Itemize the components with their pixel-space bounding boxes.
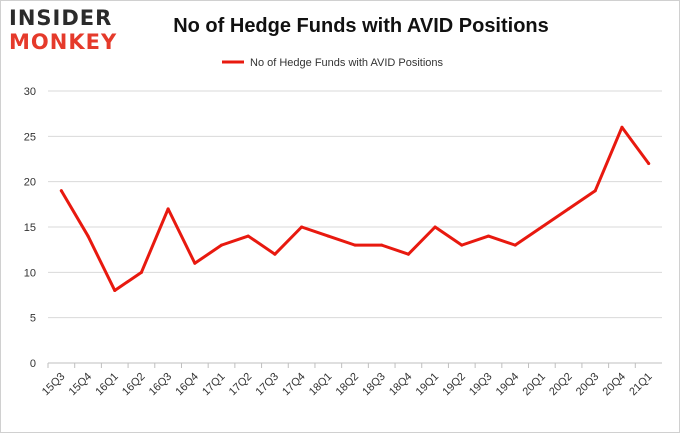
data-point [433, 225, 437, 229]
y-tick-label: 10 [24, 267, 36, 279]
x-tick-label: 17Q3 [254, 371, 282, 399]
data-point [593, 189, 597, 193]
x-tick-label: 18Q1 [307, 371, 335, 399]
data-point [353, 243, 357, 247]
insider-monkey-logo: INSIDER MONKEY [9, 7, 131, 57]
y-tick-label: 30 [24, 86, 36, 98]
y-tick-label: 20 [24, 177, 36, 189]
data-point [166, 207, 170, 211]
x-tick-label: 20Q4 [601, 371, 629, 399]
chart-title: No of Hedge Funds with AVID Positions [173, 15, 549, 37]
data-point [486, 234, 490, 238]
data-point [513, 243, 517, 247]
data-point [246, 234, 250, 238]
x-tick-label: 16Q2 [120, 371, 148, 399]
x-tick-label: 19Q2 [440, 371, 468, 399]
x-tick-label: 17Q1 [200, 371, 228, 399]
y-tick-label: 0 [30, 358, 36, 370]
data-point [300, 225, 304, 229]
x-tick-label: 20Q2 [547, 371, 575, 399]
x-tick-label: 16Q3 [147, 371, 175, 399]
data-point [193, 261, 197, 265]
x-tick-label: 21Q1 [627, 371, 655, 399]
y-axis-ticks: 0 5 10 15 20 25 30 [24, 86, 36, 370]
y-tick-label: 5 [30, 313, 36, 325]
x-tick-label: 17Q2 [227, 371, 255, 399]
x-tick-label: 17Q4 [280, 371, 308, 399]
gridlines [48, 90, 662, 319]
data-point [113, 288, 117, 292]
x-tick-label: 20Q1 [520, 371, 548, 399]
x-tick-label: 18Q4 [387, 371, 415, 399]
x-tick-label: 20Q3 [574, 371, 602, 399]
x-tick-label: 16Q4 [173, 371, 201, 399]
data-point [620, 125, 624, 129]
y-tick-label: 15 [24, 222, 36, 234]
data-point [406, 252, 410, 256]
logo-line-2: MONKEY [9, 30, 118, 54]
y-tick-label: 25 [24, 131, 36, 143]
x-tick-label: 19Q4 [494, 371, 522, 399]
legend: No of Hedge Funds with AVID Positions [222, 57, 444, 69]
data-point [567, 207, 571, 211]
data-point [540, 225, 544, 229]
x-axis-ticks: 15Q3 15Q4 16Q1 16Q2 16Q3 16Q4 17Q1 17Q2 17Q3 17Q4… [40, 363, 655, 398]
data-point [220, 243, 224, 247]
series-line [59, 125, 651, 292]
data-point [460, 243, 464, 247]
x-tick-label: 15Q4 [67, 371, 95, 399]
x-tick-label: 19Q3 [467, 371, 495, 399]
data-point [647, 162, 651, 166]
series-group [59, 125, 651, 292]
x-tick-label: 18Q2 [334, 371, 362, 399]
x-tick-label: 15Q3 [40, 371, 68, 399]
data-point [139, 270, 143, 274]
x-tick-label: 18Q3 [360, 371, 388, 399]
x-tick-label: 16Q1 [93, 371, 121, 399]
data-point [273, 252, 277, 256]
legend-label: No of Hedge Funds with AVID Positions [250, 57, 444, 69]
data-point [86, 234, 90, 238]
logo-line-1: INSIDER [9, 6, 113, 30]
data-point [380, 243, 384, 247]
data-point [59, 189, 63, 193]
x-tick-label: 19Q1 [414, 371, 442, 399]
data-point [326, 234, 330, 238]
